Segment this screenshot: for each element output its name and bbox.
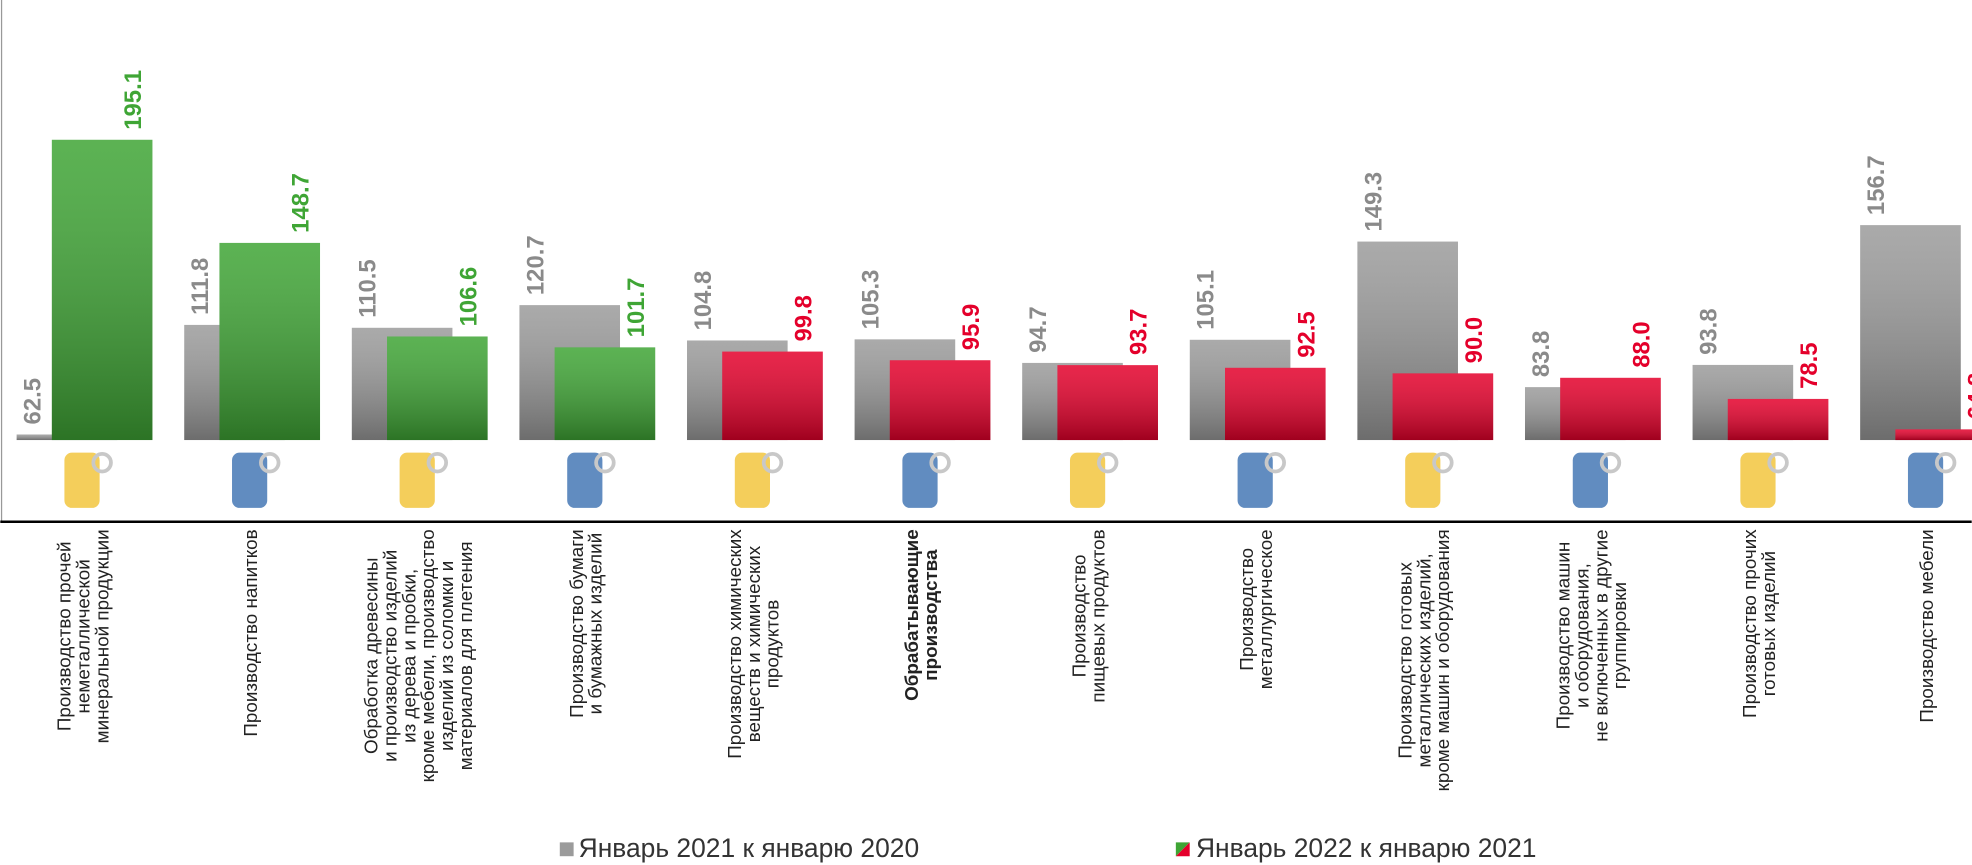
bar-shade [1393, 373, 1494, 440]
value-label: 106.6 [455, 267, 482, 327]
x-tick-label: Производство готовых [1394, 562, 1415, 759]
legend-label: Январь 2022 к январю 2021 [1196, 833, 1537, 863]
value-label: 83.8 [1528, 331, 1555, 377]
bar-shade [219, 243, 320, 440]
bar-shade [890, 360, 991, 440]
value-label: 99.8 [791, 295, 818, 341]
bar-shade [1895, 429, 1972, 440]
legend-label: Январь 2021 к январю 2020 [579, 833, 920, 863]
value-label: 156.7 [1863, 155, 1890, 215]
x-tick-label: и бумажных изделий [585, 533, 606, 715]
x-tick-label: Производство напитков [240, 529, 261, 736]
x-tick-label: Обрабатывающие [901, 529, 922, 701]
value-label: 105.3 [858, 270, 885, 330]
value-label: 92.5 [1293, 311, 1320, 357]
bar-shade [1560, 378, 1661, 440]
x-tick-label: металлических изделий, [1413, 553, 1434, 767]
x-tick-label: готовых изделий [1758, 551, 1779, 696]
legend-marker [560, 842, 574, 856]
bar-shade [52, 140, 153, 440]
value-label: 93.8 [1695, 308, 1722, 354]
value-label: 195.1 [120, 70, 147, 130]
bar-shade [1225, 368, 1326, 440]
x-tick-label: Производство химических [724, 529, 745, 759]
x-tick-label: кроме машин и оборудования [1432, 529, 1453, 791]
x-tick-label: группировки [1609, 582, 1630, 689]
bar-shade [387, 336, 488, 440]
value-label: 78.5 [1796, 342, 1823, 388]
x-tick-label: веществ и химических [743, 545, 764, 742]
value-label: 94.7 [1025, 306, 1052, 352]
chart: 62.5 195.1 Производство прочейнеметалличес… [0, 0, 1972, 865]
x-tick-label: минеральной продукции [91, 529, 112, 743]
value-label: 148.7 [288, 173, 315, 233]
value-label: 120.7 [522, 235, 549, 295]
page: 62.5 195.1 Производство прочейнеметалличес… [0, 0, 1972, 865]
value-label: 104.8 [690, 271, 717, 331]
value-label: 105.1 [1193, 270, 1220, 330]
value-label: 95.9 [958, 304, 985, 350]
x-tick-label: Производство прочих [1739, 529, 1760, 718]
x-tick-label: производства [920, 549, 941, 681]
value-label: 111.8 [187, 258, 214, 315]
value-label: 149.3 [1360, 172, 1387, 232]
x-tick-label: Производство прочей [54, 541, 75, 731]
bar-shade [1057, 365, 1158, 440]
x-tick-label: Производство мебели [1916, 529, 1937, 722]
bar-shade [555, 347, 656, 440]
value-label: 101.7 [623, 278, 650, 338]
x-tick-label: металлургическое [1255, 529, 1276, 689]
x-tick-label: Производство [1236, 548, 1257, 671]
x-tick-label: продуктов [762, 600, 783, 689]
bar-shade [1728, 399, 1829, 440]
bar-shade [1860, 225, 1961, 440]
value-label: 93.7 [1126, 309, 1153, 355]
value-label: 88.0 [1628, 321, 1655, 367]
value-label: 110.5 [355, 259, 382, 317]
value-label: 90.0 [1461, 317, 1488, 363]
x-tick-label: материалов для плетения [455, 541, 476, 770]
bar-shade [722, 352, 823, 440]
value-label: 62.5 [20, 378, 47, 424]
x-tick-label: неметаллической [73, 559, 94, 713]
value-label: 64.8 [1964, 373, 1972, 419]
x-tick-label: пищевых продуктов [1088, 529, 1109, 702]
